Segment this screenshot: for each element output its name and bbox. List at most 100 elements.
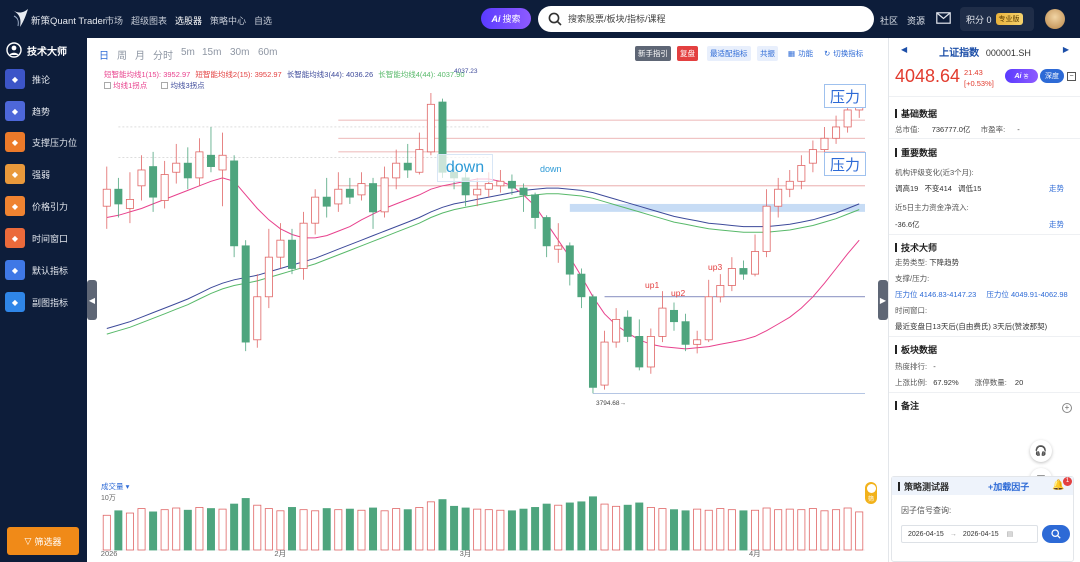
volume-bar: [322, 508, 331, 551]
candle: [218, 132, 227, 207]
candle-body: [670, 309, 678, 323]
points-badge[interactable]: 积分 0 专业版: [960, 7, 1034, 31]
volume-bar: [311, 510, 320, 551]
nav-strategy-center[interactable]: 策略中心: [210, 16, 247, 26]
flow-trend-link[interactable]: 走势: [1049, 220, 1064, 229]
date-from[interactable]: 2026-04-15: [908, 530, 944, 538]
candle-body: [264, 256, 273, 298]
volume-bar: [438, 499, 447, 551]
line1-pivot-checkbox[interactable]: [104, 82, 111, 89]
sidebar-item-7[interactable]: ◆ 副图指标: [5, 291, 68, 313]
sidebar-item-5[interactable]: ◆ 时间窗口: [5, 227, 68, 249]
query-search-button[interactable]: [1042, 525, 1070, 543]
nav-stock-picker[interactable]: 选股器: [175, 16, 203, 26]
switch-indicator-button[interactable]: ↻ 切换指标: [821, 46, 866, 61]
volume-toggle[interactable]: 筛: [865, 482, 877, 504]
newbie-guide-button[interactable]: 新手指引: [635, 46, 671, 61]
function-button[interactable]: ▦ 功能: [785, 46, 816, 61]
period-week[interactable]: 周: [117, 51, 127, 62]
period-5m[interactable]: 5m: [181, 47, 195, 58]
nav-watchlist[interactable]: 自选: [254, 16, 273, 26]
candle: [785, 169, 794, 198]
volume-bar: [519, 508, 528, 551]
customer-service-icon[interactable]: 🎧: [1030, 440, 1052, 462]
collapse-panel-icon[interactable]: −: [1067, 72, 1076, 81]
sr-pressure-2[interactable]: 压力位 4049.91-4062.98: [986, 290, 1068, 299]
candle-body: [299, 222, 308, 269]
points-label: 积分 0: [966, 14, 992, 25]
support-resistance-icon: ◆: [5, 132, 25, 152]
candle-body: [311, 196, 320, 224]
best-fit-indicator-button[interactable]: 最适配指标: [707, 46, 751, 61]
volume-bar: [149, 511, 158, 551]
volume-bar: [565, 502, 574, 551]
left-collapse-handle[interactable]: ◀: [87, 280, 97, 320]
calendar-icon[interactable]: ▤: [1006, 531, 1014, 538]
sidebar-item-4[interactable]: ◆ 价格引力: [5, 195, 68, 217]
period-30m[interactable]: 30m: [230, 47, 250, 58]
nav-super-chart[interactable]: 超级图表: [131, 16, 168, 26]
ai-answer-button[interactable]: Ai 答: [1005, 69, 1038, 83]
candle-body: [102, 188, 111, 207]
time-window-value: 最近变盘日13天后(自由费氏) 3天后(赞波那契): [895, 322, 1048, 331]
candle: [739, 260, 748, 280]
sidebar-item-2[interactable]: ◆ 支撑压力位: [5, 131, 77, 153]
volume-bar: [357, 509, 366, 551]
date-range[interactable]: 2026-04-15 → 2026-04-15 ▤: [901, 525, 1038, 543]
prev-index-icon[interactable]: ◀: [901, 45, 908, 54]
nav-community[interactable]: 社区: [880, 16, 899, 26]
ma4-label: 长智能均线4(44):: [378, 70, 436, 79]
volume-bar: [496, 509, 505, 551]
candle-body: [832, 126, 841, 139]
candle-body: [554, 245, 563, 250]
candlestick-chart[interactable]: 2026 2月 3月 4月: [87, 66, 877, 562]
volume-bar: [137, 508, 146, 551]
date-to[interactable]: 2026-04-15: [962, 530, 999, 538]
nav-resources[interactable]: 资源: [907, 16, 926, 26]
brand-name[interactable]: 新策Quant Trader: [31, 16, 106, 27]
avatar[interactable]: [1045, 9, 1065, 29]
replay-button[interactable]: 复盘: [677, 46, 698, 61]
sidebar-item-6[interactable]: ◆ 默认指标: [5, 259, 68, 281]
search-input[interactable]: [568, 14, 868, 24]
resonance-button[interactable]: 共振: [757, 46, 778, 61]
sidebar-item-3[interactable]: ◆ 强弱: [5, 163, 50, 185]
candle: [206, 126, 215, 173]
period-15m[interactable]: 15m: [202, 47, 222, 58]
chart-area[interactable]: 2026 2月 3月 4月 短智能均线1(15): 3952.97 短智能均线2(15…: [87, 66, 888, 562]
nav-market[interactable]: 市场: [105, 16, 124, 26]
bell-icon[interactable]: 🔔: [1052, 480, 1065, 491]
basic-data-title: 基础数据: [895, 107, 937, 120]
candle-body: [785, 180, 794, 190]
next-index-icon[interactable]: ▶: [1062, 45, 1069, 54]
candle-body: [322, 196, 331, 207]
index-name[interactable]: 上证指数: [939, 48, 980, 59]
mail-icon[interactable]: [936, 12, 951, 24]
ma4-overlap-label: 4037.23: [454, 68, 478, 75]
period-day[interactable]: 日: [99, 51, 109, 62]
period-60m[interactable]: 60m: [258, 47, 278, 58]
add-note-icon[interactable]: +: [1062, 403, 1072, 413]
rating-trend-link[interactable]: 走势: [1049, 184, 1064, 193]
volume-bar: [727, 509, 736, 551]
ai-search-button[interactable]: Ai 搜索: [481, 8, 531, 29]
period-month[interactable]: 月: [135, 51, 145, 62]
depth-button[interactable]: 深度: [1040, 69, 1064, 83]
candle: [507, 174, 516, 195]
sidebar-item-0[interactable]: ◆ 推论: [5, 68, 50, 90]
candle-body: [369, 183, 378, 213]
search-box[interactable]: [538, 6, 874, 32]
candle-body: [820, 137, 829, 150]
period-intraday[interactable]: 分时: [153, 51, 173, 62]
sidebar-item-1[interactable]: ◆ 趋势: [5, 100, 50, 122]
candle: [681, 313, 690, 352]
add-factor-button[interactable]: +加载因子: [988, 481, 1030, 492]
right-collapse-handle[interactable]: ▶: [878, 280, 888, 320]
volume-selector[interactable]: 成交量 ▾: [101, 481, 129, 492]
ma2-value: 3952.97: [254, 70, 282, 79]
rating-row: 调高19 不变414 调低15: [895, 183, 981, 194]
candle-body: [681, 321, 690, 345]
sr-pressure-1[interactable]: 压力位 4146.83-4147.23: [895, 290, 977, 299]
filter-button[interactable]: ▽ 筛选器: [7, 527, 79, 555]
line3-pivot-checkbox[interactable]: [161, 82, 169, 89]
